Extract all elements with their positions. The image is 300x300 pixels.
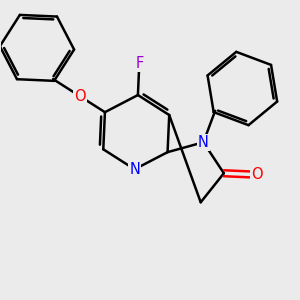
Text: F: F <box>135 56 143 71</box>
Text: O: O <box>251 167 263 182</box>
Text: N: N <box>198 135 209 150</box>
Text: O: O <box>74 89 86 104</box>
Text: N: N <box>129 162 140 177</box>
